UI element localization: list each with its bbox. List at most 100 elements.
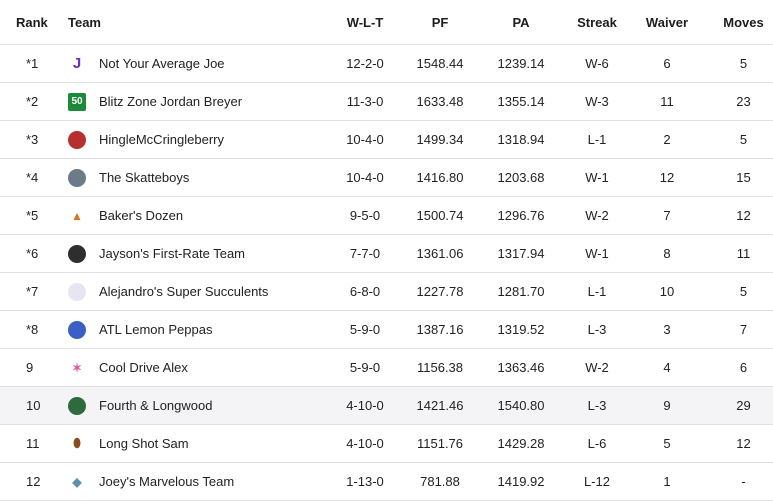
rank-cell: *2 bbox=[0, 82, 68, 121]
header-wlt[interactable]: W-L-T bbox=[346, 14, 384, 30]
streak-cell: W-6 bbox=[574, 44, 620, 83]
avatar-red-icon bbox=[68, 130, 86, 149]
table-row[interactable]: 12 ◆ Joey's Marvelous Team 1-13-0 781.88 1419… bbox=[0, 462, 773, 501]
team-name-link[interactable]: Baker's Dozen bbox=[99, 208, 184, 223]
waiver-cell: 3 bbox=[620, 310, 714, 349]
rank-cell: *5 bbox=[0, 196, 68, 235]
streak-cell: L-1 bbox=[574, 120, 620, 159]
moves-cell: 15 bbox=[714, 158, 773, 197]
header-row: Rank Team W-L-T PF PA Streak Waiver Move… bbox=[0, 0, 773, 45]
pf-cell: 1633.48 bbox=[412, 82, 468, 121]
header-moves[interactable]: Moves bbox=[723, 14, 764, 30]
team-name-link[interactable]: Jayson's First-Rate Team bbox=[99, 246, 246, 261]
pf-cell: 781.88 bbox=[412, 462, 468, 501]
team-name-link[interactable]: Not Your Average Joe bbox=[99, 56, 225, 71]
table-row[interactable]: *2 50 Blitz Zone Jordan Breyer 11-3-0 1633.4… bbox=[0, 82, 773, 121]
pa-cell: 1540.80 bbox=[468, 386, 574, 425]
streak-cell: W-1 bbox=[574, 158, 620, 197]
wlt-cell: 1-13-0 bbox=[318, 462, 412, 501]
wlt-cell: 12-2-0 bbox=[318, 44, 412, 83]
pa-cell: 1318.94 bbox=[468, 120, 574, 159]
header-pf[interactable]: PF bbox=[431, 14, 449, 30]
wlt-cell: 10-4-0 bbox=[318, 120, 412, 159]
streak-cell: L-12 bbox=[574, 462, 620, 501]
waiver-cell: 12 bbox=[620, 158, 714, 197]
table-row[interactable]: *1 J Not Your Average Joe 12-2-0 1548.44 1239… bbox=[0, 44, 773, 83]
scoreboard-50-icon: 50 bbox=[68, 92, 86, 111]
header-rank[interactable]: Rank bbox=[16, 14, 48, 30]
table-row[interactable]: *3 HingleMcCringleberry 10-4-0 1499.34 1318.… bbox=[0, 120, 773, 159]
pf-cell: 1361.06 bbox=[412, 234, 468, 273]
table-row[interactable]: 11 ⬮ Long Shot Sam 4-10-0 1151.76 1429.28 L-6 5… bbox=[0, 424, 773, 463]
table-row[interactable]: 10 Fourth & Longwood 4-10-0 1421.46 1540.80 L… bbox=[0, 386, 773, 425]
table-row[interactable]: *4 The Skatteboys 10-4-0 1416.80 1203.68 W-1 1… bbox=[0, 158, 773, 197]
streak-cell: W-3 bbox=[574, 82, 620, 121]
streak-cell: W-2 bbox=[574, 196, 620, 235]
streak-cell: L-6 bbox=[574, 424, 620, 463]
team-name-link[interactable]: Fourth & Longwood bbox=[99, 398, 213, 413]
table-row[interactable]: 9 ✶ Cool Drive Alex 5-9-0 1156.38 1363.46 W-2 4… bbox=[0, 348, 773, 387]
waiver-cell: 1 bbox=[620, 462, 714, 501]
team-name-link[interactable]: HingleMcCringleberry bbox=[99, 132, 224, 147]
pa-cell: 1319.52 bbox=[468, 310, 574, 349]
rank-cell: 11 bbox=[0, 424, 68, 463]
team-cell: 50 Blitz Zone Jordan Breyer bbox=[68, 82, 318, 121]
header-streak[interactable]: Streak bbox=[577, 14, 617, 30]
table-row[interactable]: *6 Jayson's First-Rate Team 7-7-0 1361.06 13… bbox=[0, 234, 773, 273]
waiver-cell: 10 bbox=[620, 272, 714, 311]
streak-cell: W-2 bbox=[574, 348, 620, 387]
team-name-link[interactable]: Blitz Zone Jordan Breyer bbox=[99, 94, 243, 109]
wlt-cell: 4-10-0 bbox=[318, 386, 412, 425]
streak-cell: W-1 bbox=[574, 234, 620, 273]
rank-cell: *1 bbox=[0, 44, 68, 83]
avatar-blue-icon bbox=[68, 320, 86, 339]
table-row[interactable]: *5 ▲ Baker's Dozen 9-5-0 1500.74 1296.76 W-2 7 1… bbox=[0, 196, 773, 235]
rank-cell: *7 bbox=[0, 272, 68, 311]
pf-cell: 1416.80 bbox=[412, 158, 468, 197]
moves-cell: 5 bbox=[714, 44, 773, 83]
wlt-cell: 5-9-0 bbox=[318, 348, 412, 387]
team-name-link[interactable]: ATL Lemon Peppas bbox=[99, 322, 213, 337]
moves-cell: 29 bbox=[714, 386, 773, 425]
wlt-cell: 7-7-0 bbox=[318, 234, 412, 273]
pf-cell: 1151.76 bbox=[412, 424, 468, 463]
header-pa[interactable]: PA bbox=[512, 14, 530, 30]
team-name-link[interactable]: Joey's Marvelous Team bbox=[99, 474, 235, 489]
header-waiver[interactable]: Waiver bbox=[645, 14, 689, 30]
header-team[interactable]: Team bbox=[68, 14, 101, 30]
moves-cell: 7 bbox=[714, 310, 773, 349]
waiver-cell: 7 bbox=[620, 196, 714, 235]
waiver-cell: 6 bbox=[620, 44, 714, 83]
pa-cell: 1419.92 bbox=[468, 462, 574, 501]
wlt-cell: 11-3-0 bbox=[318, 82, 412, 121]
pf-cell: 1387.16 bbox=[412, 310, 468, 349]
waiver-cell: 8 bbox=[620, 234, 714, 273]
rank-cell: 9 bbox=[0, 348, 68, 387]
team-cell: ▲ Baker's Dozen bbox=[68, 196, 318, 235]
moves-cell: 5 bbox=[714, 272, 773, 311]
pf-cell: 1227.78 bbox=[412, 272, 468, 311]
waiver-cell: 4 bbox=[620, 348, 714, 387]
moves-cell: 6 bbox=[714, 348, 773, 387]
avatar-grey-icon bbox=[68, 168, 86, 187]
rank-cell: *3 bbox=[0, 120, 68, 159]
team-name-link[interactable]: The Skatteboys bbox=[99, 170, 190, 185]
moves-cell: - bbox=[714, 462, 773, 501]
team-name-link[interactable]: Long Shot Sam bbox=[99, 436, 189, 451]
pf-cell: 1421.46 bbox=[412, 386, 468, 425]
pa-cell: 1317.94 bbox=[468, 234, 574, 273]
rank-cell: *8 bbox=[0, 310, 68, 349]
wlt-cell: 4-10-0 bbox=[318, 424, 412, 463]
team-name-link[interactable]: Alejandro's Super Succulents bbox=[99, 284, 269, 299]
rank-cell: *6 bbox=[0, 234, 68, 273]
streak-cell: L-3 bbox=[574, 386, 620, 425]
pa-cell: 1296.76 bbox=[468, 196, 574, 235]
team-cell: J Not Your Average Joe bbox=[68, 44, 318, 83]
team-cell: ◆ Joey's Marvelous Team bbox=[68, 462, 318, 501]
table-row[interactable]: *7 Alejandro's Super Succulents 6-8-0 1227.… bbox=[0, 272, 773, 311]
pa-cell: 1203.68 bbox=[468, 158, 574, 197]
team-name-link[interactable]: Cool Drive Alex bbox=[99, 360, 188, 375]
pa-cell: 1281.70 bbox=[468, 272, 574, 311]
table-row[interactable]: *8 ATL Lemon Peppas 5-9-0 1387.16 1319.52 L-3… bbox=[0, 310, 773, 349]
pa-cell: 1239.14 bbox=[468, 44, 574, 83]
